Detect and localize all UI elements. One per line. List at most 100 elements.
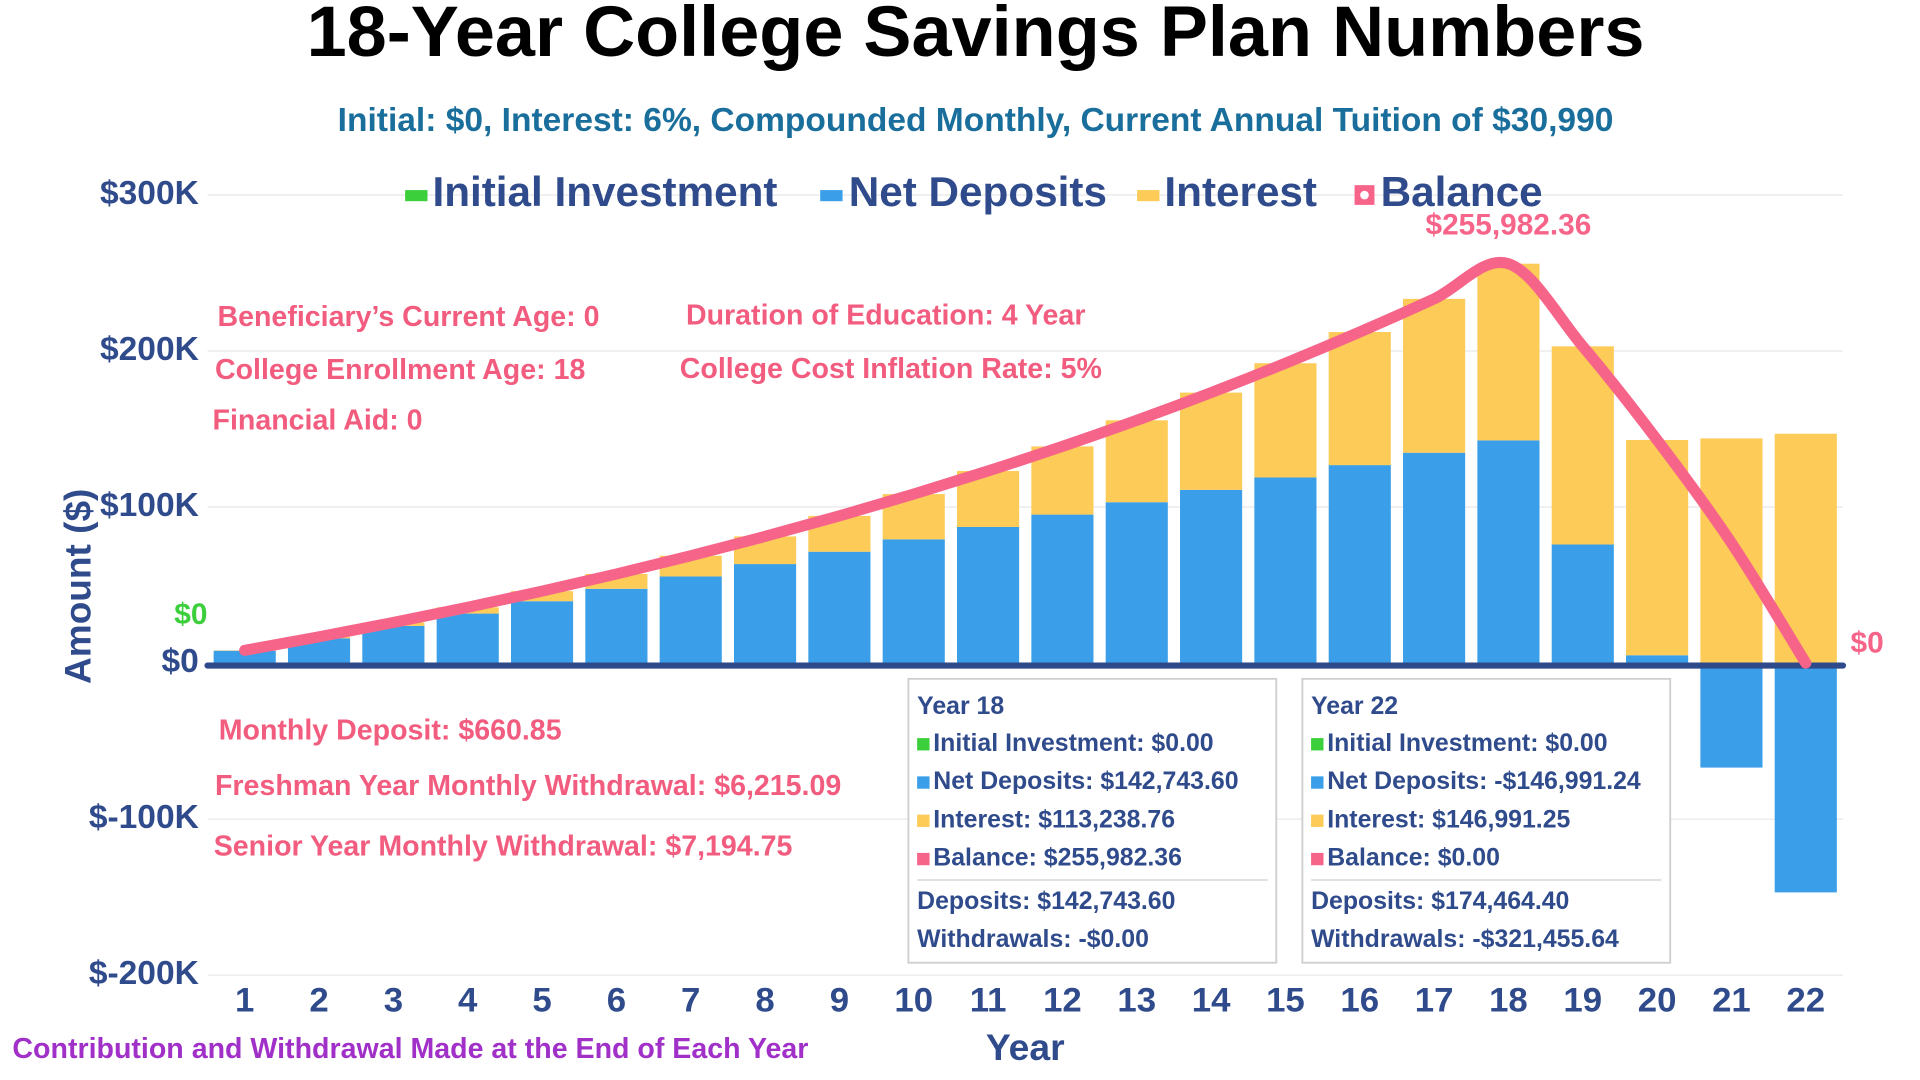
y-tick-label: $300K [100, 175, 199, 212]
x-tick-label: 7 [681, 981, 700, 1019]
tooltip-box [1301, 677, 1672, 964]
tooltip-item: Balance: $255,982.36 [933, 845, 1182, 872]
bar [1774, 663, 1837, 893]
annotation: College Enrollment Age: 18 [215, 354, 585, 386]
bar [1403, 298, 1466, 453]
x-tick-label: 4 [458, 981, 478, 1019]
bar [1477, 440, 1540, 664]
x-tick-label: 1 [235, 981, 254, 1019]
chart-title: 18-Year College Savings Plan Numbers [307, 0, 1645, 72]
bar [1477, 263, 1540, 441]
bar [1180, 392, 1243, 490]
tooltip-title: Year 22 [1311, 693, 1398, 720]
x-tick-label: 20 [1638, 981, 1677, 1019]
legend-label: Interest [1164, 168, 1317, 215]
bar [1254, 363, 1317, 478]
y-tick-label: $0 [162, 643, 199, 680]
bar [1700, 663, 1763, 768]
tooltip-total: Withdrawals: -$321,455.64 [1311, 926, 1619, 953]
x-tick-label: 21 [1712, 981, 1751, 1019]
legend-marker [405, 190, 428, 202]
x-tick-label: 18 [1489, 981, 1528, 1019]
bar [1254, 477, 1317, 664]
bar [1105, 502, 1168, 664]
bar [436, 613, 499, 664]
y-tick-label: $-100K [89, 799, 199, 836]
tooltip-marker [917, 776, 930, 789]
x-tick-label: 11 [970, 981, 1007, 1019]
tooltip-item: Interest: $113,238.76 [933, 806, 1175, 833]
bar [510, 601, 574, 664]
annotation: Duration of Education: 4 Year [686, 300, 1085, 332]
bars [213, 263, 1837, 893]
tooltip-total: Deposits: $142,743.60 [917, 888, 1175, 915]
value-label: $255,982.36 [1426, 209, 1592, 242]
value-label: $0 [174, 598, 207, 631]
x-tick-label: 16 [1340, 981, 1379, 1019]
bar [585, 588, 648, 664]
value-label: $0 [1851, 626, 1884, 659]
bar [1403, 452, 1466, 664]
x-tick-label: 19 [1563, 981, 1602, 1019]
legend-label: Initial Investment [432, 168, 777, 215]
tooltip-item: Net Deposits: $142,743.60 [933, 768, 1238, 795]
chart-subtitle: Initial: $0, Interest: 6%, Compounded Mo… [338, 102, 1614, 139]
legend-marker-dot [1360, 190, 1369, 200]
bar [1328, 332, 1391, 466]
annotation: College Cost Inflation Rate: 5% [680, 353, 1102, 385]
y-axis-title: Amount ($) [57, 489, 99, 684]
tooltip-item: Initial Investment: $0.00 [1327, 730, 1607, 757]
x-tick-label: 3 [384, 981, 403, 1019]
x-tick-label: 12 [1043, 981, 1082, 1019]
bar [1551, 544, 1614, 664]
x-tick-label: 8 [755, 981, 774, 1019]
overlay: $0 $255,982.36 $0 Initial Investment Net Dep… [174, 168, 1884, 964]
bar [957, 526, 1020, 664]
x-tick-label: 2 [309, 981, 328, 1019]
x-tick-label: 17 [1415, 981, 1454, 1019]
tooltip-title: Year 18 [917, 693, 1004, 720]
x-tick-label: 10 [894, 981, 933, 1019]
bar [659, 576, 722, 664]
annotation: Monthly Deposit: $660.85 [219, 715, 562, 747]
tooltip-item: Interest: $146,991.25 [1327, 806, 1570, 833]
bar [808, 551, 871, 664]
tooltip-marker [917, 852, 930, 866]
bar [733, 564, 797, 664]
tooltip-marker [1311, 852, 1324, 866]
x-tick-label: 13 [1117, 981, 1156, 1019]
tooltip-marker [1311, 776, 1324, 789]
bar [882, 539, 945, 664]
tooltip-total: Deposits: $174,464.40 [1311, 888, 1569, 915]
bar [1626, 655, 1689, 664]
tooltip-item: Net Deposits: -$146,991.24 [1327, 768, 1641, 795]
legend-label: Balance [1381, 168, 1543, 215]
annotation: Financial Aid: 0 [213, 405, 423, 437]
legend-marker [820, 190, 843, 202]
tooltip-marker [1311, 738, 1324, 751]
x-tick-label: 9 [830, 981, 849, 1019]
legend-marker [1137, 190, 1160, 202]
tooltip-box [907, 677, 1278, 964]
balance-line [239, 256, 1812, 669]
annotation: Senior Year Monthly Withdrawal: $7,194.7… [214, 831, 793, 863]
y-tick-label: $-200K [89, 955, 199, 992]
y-tick-label: $100K [100, 487, 199, 524]
bar [1031, 514, 1094, 664]
bar [1180, 489, 1243, 664]
y-tick-label: $200K [100, 331, 199, 368]
annotation: Beneficiary’s Current Age: 0 [217, 301, 599, 333]
x-tick-label: 6 [607, 981, 626, 1019]
x-tick-label: 15 [1266, 981, 1305, 1019]
tooltip-item: Balance: $0.00 [1327, 845, 1500, 872]
annotation: Freshman Year Monthly Withdrawal: $6,215… [215, 770, 841, 802]
tooltip-marker [917, 738, 930, 751]
x-tick-label: 14 [1192, 981, 1231, 1019]
tooltip-marker [1311, 814, 1324, 827]
legend-label: Net Deposits [849, 168, 1107, 215]
tooltip-total: Withdrawals: -$0.00 [917, 926, 1149, 953]
footnote: Contribution and Withdrawal Made at the … [12, 1033, 808, 1065]
x-tick-label: 5 [532, 981, 551, 1019]
